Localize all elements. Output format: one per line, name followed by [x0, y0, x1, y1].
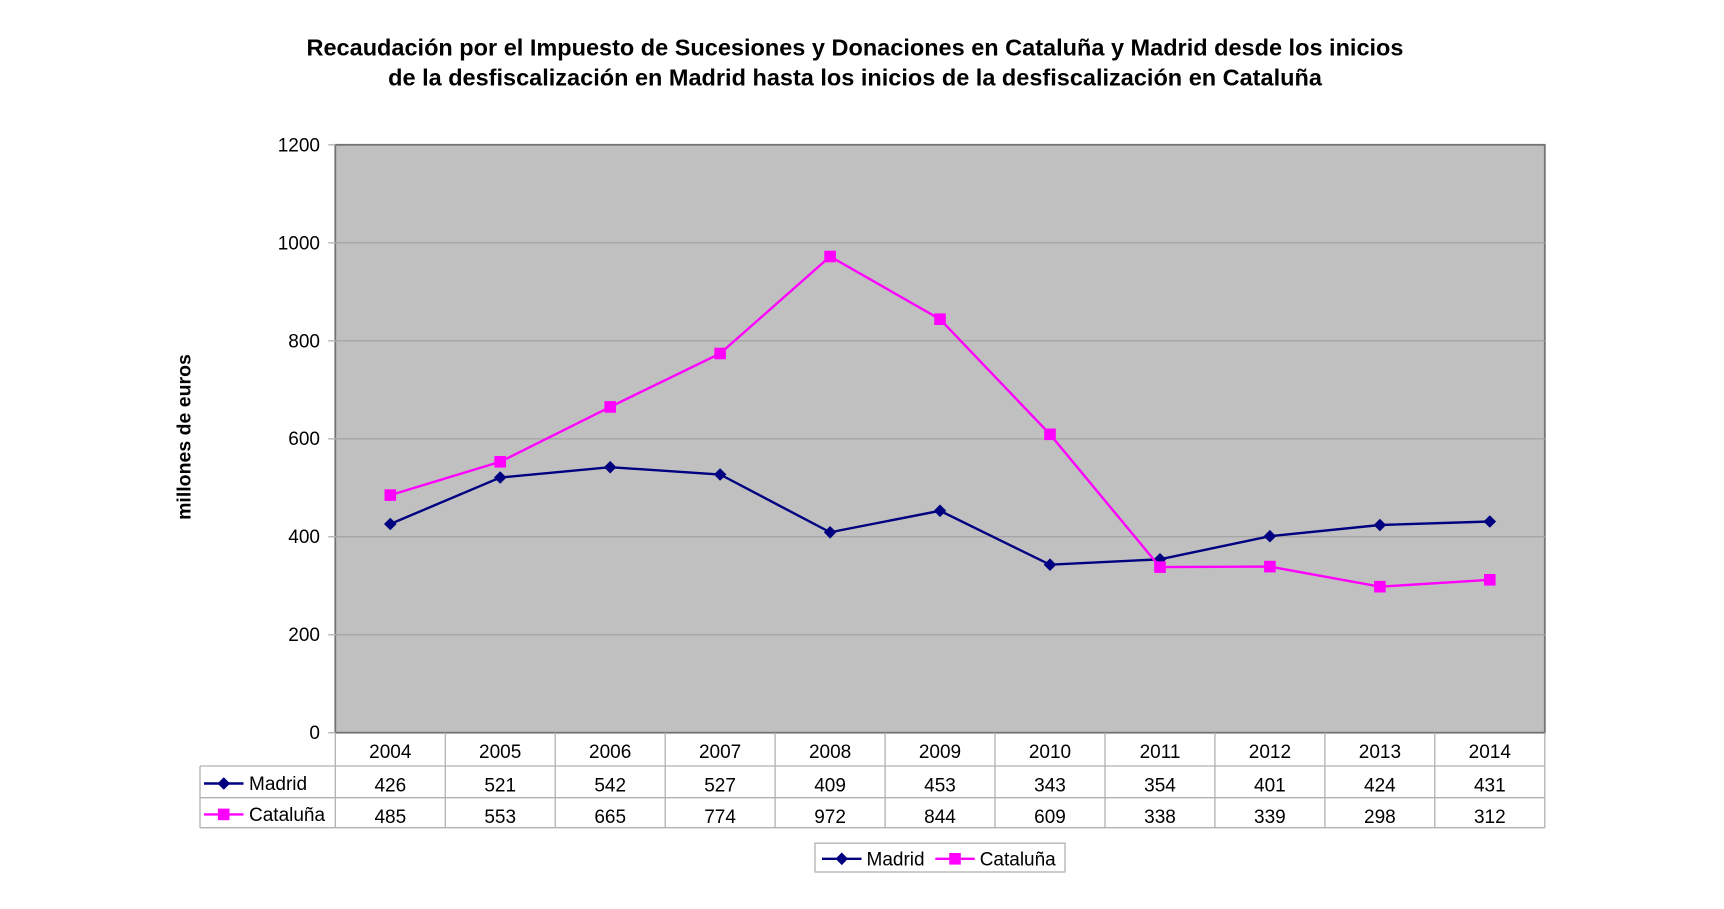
svg-text:de la desfiscalización en Madr: de la desfiscalización en Madrid hasta l… — [388, 65, 1323, 91]
svg-text:2009: 2009 — [919, 742, 961, 763]
svg-text:431: 431 — [1474, 775, 1506, 796]
svg-text:Madrid: Madrid — [249, 774, 307, 795]
svg-text:2011: 2011 — [1140, 742, 1181, 763]
svg-text:1200: 1200 — [278, 135, 320, 156]
svg-text:339: 339 — [1254, 807, 1286, 828]
svg-text:Cataluña: Cataluña — [249, 805, 325, 826]
svg-text:338: 338 — [1144, 807, 1176, 828]
svg-text:312: 312 — [1474, 807, 1506, 828]
svg-text:527: 527 — [704, 775, 736, 796]
svg-text:521: 521 — [484, 775, 516, 796]
svg-text:665: 665 — [594, 807, 626, 828]
svg-text:485: 485 — [374, 807, 406, 828]
svg-text:Cataluña: Cataluña — [980, 850, 1056, 871]
svg-text:609: 609 — [1034, 807, 1066, 828]
svg-text:2006: 2006 — [589, 742, 631, 763]
svg-text:343: 343 — [1034, 775, 1066, 796]
svg-text:400: 400 — [288, 527, 320, 548]
svg-text:2008: 2008 — [809, 742, 851, 763]
svg-text:2010: 2010 — [1029, 742, 1071, 763]
svg-text:409: 409 — [814, 775, 846, 796]
svg-text:2014: 2014 — [1469, 742, 1512, 763]
svg-text:Madrid: Madrid — [867, 850, 925, 871]
svg-text:426: 426 — [374, 775, 406, 796]
svg-text:600: 600 — [288, 429, 320, 450]
svg-text:774: 774 — [704, 807, 736, 828]
svg-text:424: 424 — [1364, 775, 1396, 796]
svg-text:200: 200 — [288, 625, 320, 646]
svg-text:401: 401 — [1254, 775, 1286, 796]
svg-text:453: 453 — [924, 775, 956, 796]
svg-text:800: 800 — [288, 331, 320, 352]
svg-text:844: 844 — [924, 807, 956, 828]
svg-text:354: 354 — [1144, 775, 1176, 796]
svg-text:2012: 2012 — [1249, 742, 1291, 763]
svg-text:298: 298 — [1364, 807, 1396, 828]
svg-text:553: 553 — [484, 807, 516, 828]
svg-text:Recaudación por el Impuesto de: Recaudación por el Impuesto de Sucesione… — [307, 35, 1404, 61]
svg-text:0: 0 — [309, 723, 320, 744]
svg-text:2013: 2013 — [1359, 742, 1401, 763]
svg-text:1000: 1000 — [278, 233, 320, 254]
svg-text:972: 972 — [814, 807, 846, 828]
svg-text:2007: 2007 — [699, 742, 741, 763]
svg-text:2005: 2005 — [479, 742, 521, 763]
svg-text:542: 542 — [594, 775, 626, 796]
svg-text:2004: 2004 — [369, 742, 412, 763]
svg-text:millones de euros: millones de euros — [174, 354, 196, 520]
